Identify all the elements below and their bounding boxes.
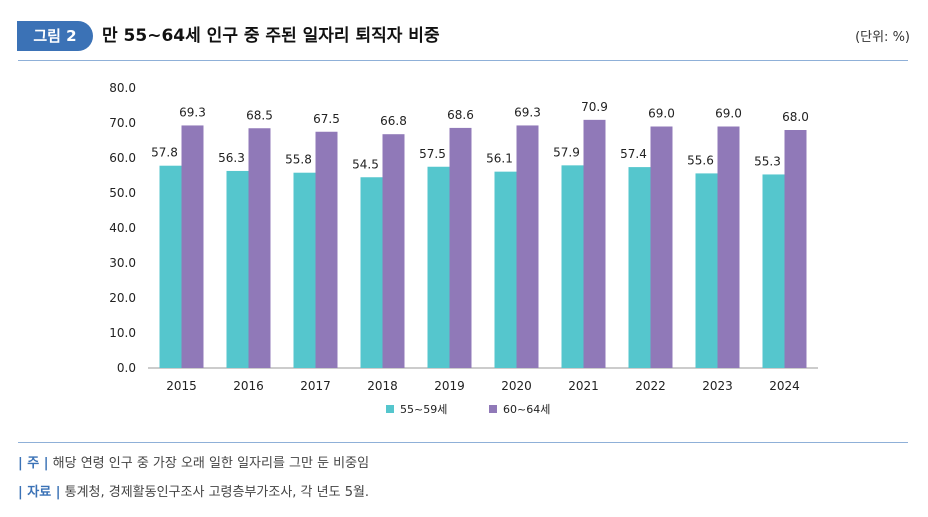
x-tick-label: 2024 (769, 379, 800, 393)
data-label: 57.8 (151, 146, 178, 160)
bar (360, 177, 383, 368)
bar (628, 167, 651, 368)
y-tick-label: 70.0 (109, 116, 136, 130)
legend-swatch (386, 405, 394, 413)
x-tick-label: 2022 (635, 379, 666, 393)
data-label: 67.5 (313, 112, 340, 126)
chart-title: 만 55~64세 인구 중 주된 일자리 퇴직자 비중 (102, 26, 440, 46)
y-tick-label: 20.0 (109, 291, 136, 305)
data-label: 57.9 (553, 145, 580, 159)
bar-chart: 0.0 10.0 20.0 30.0 40.0 50.0 60.0 70.0 80.0 57.8 6… (109, 81, 818, 416)
unit-label: (단위: %) (855, 30, 910, 45)
y-tick-label: 10.0 (109, 326, 136, 340)
footnote: | 주 | 해당 연령 인구 중 가장 오래 일한 일자리를 그만 둔 비중임 (18, 455, 369, 473)
x-tick-label: 2017 (300, 379, 331, 393)
bar (494, 171, 517, 368)
bar (583, 119, 606, 368)
source-tag: | 자료 | (18, 485, 61, 500)
data-label: 69.3 (179, 105, 206, 119)
data-label: 57.4 (620, 147, 647, 161)
bar (427, 166, 450, 368)
data-label: 69.0 (648, 107, 675, 121)
legend-swatch (489, 405, 497, 413)
figure-header: 그림 2 만 55~64세 인구 중 주된 일자리 퇴직자 비중 (단위: %) (0, 0, 928, 60)
y-tick-label: 30.0 (109, 256, 136, 270)
y-tick-label: 40.0 (109, 221, 136, 235)
bar (382, 134, 405, 368)
x-tick-label: 2018 (367, 379, 398, 393)
data-label: 55.3 (754, 154, 781, 168)
source-text: 통계청, 경제활동인구조사 고령층부가조사, 각 년도 5월. (64, 485, 370, 500)
y-tick-label: 0.0 (117, 361, 136, 375)
bar (181, 125, 204, 368)
x-tick-label: 2020 (501, 379, 532, 393)
x-tick-label: 2019 (434, 379, 465, 393)
source-note: | 자료 | 통계청, 경제활동인구조사 고령층부가조사, 각 년도 5월. (18, 484, 369, 502)
data-label: 66.8 (380, 114, 407, 128)
data-label: 68.5 (246, 108, 273, 122)
bar (762, 174, 785, 368)
data-label: 69.3 (514, 105, 541, 119)
data-label: 56.3 (218, 151, 245, 165)
chart-panel: 0.0 10.0 20.0 30.0 40.0 50.0 60.0 70.0 80.0 57.8 6… (18, 60, 908, 443)
data-label: 57.5 (419, 147, 446, 161)
footnote-text: 해당 연령 인구 중 가장 오래 일한 일자리를 그만 둔 비중임 (52, 456, 370, 471)
bar (784, 130, 807, 368)
bar (315, 131, 338, 368)
footnote-tag: | 주 | (18, 456, 49, 471)
x-tick-label: 2023 (702, 379, 733, 393)
x-tick-label: 2015 (166, 379, 197, 393)
bar (449, 127, 472, 369)
bar (293, 172, 316, 368)
bar (717, 126, 740, 368)
bar (248, 128, 271, 368)
x-tick-label: 2021 (568, 379, 599, 393)
legend-label: 55~59세 (400, 403, 447, 416)
y-tick-label: 60.0 (109, 151, 136, 165)
data-label: 68.0 (782, 110, 809, 124)
bar (159, 165, 182, 368)
bar (226, 170, 249, 368)
data-label: 70.9 (581, 100, 608, 114)
figure-number-badge: 그림 2 (17, 21, 93, 51)
data-label: 56.1 (486, 152, 513, 166)
x-tick-label: 2016 (233, 379, 264, 393)
data-label: 69.0 (715, 107, 742, 121)
bar (650, 126, 673, 368)
data-label: 55.6 (687, 153, 714, 167)
y-tick-label: 50.0 (109, 186, 136, 200)
legend-label: 60~64세 (503, 403, 550, 416)
data-label: 68.6 (447, 108, 474, 122)
data-label: 54.5 (352, 157, 379, 171)
bar (516, 125, 539, 368)
bar (695, 173, 718, 368)
bar (561, 165, 584, 368)
data-label: 55.8 (285, 153, 312, 167)
y-tick-label: 80.0 (109, 81, 136, 95)
